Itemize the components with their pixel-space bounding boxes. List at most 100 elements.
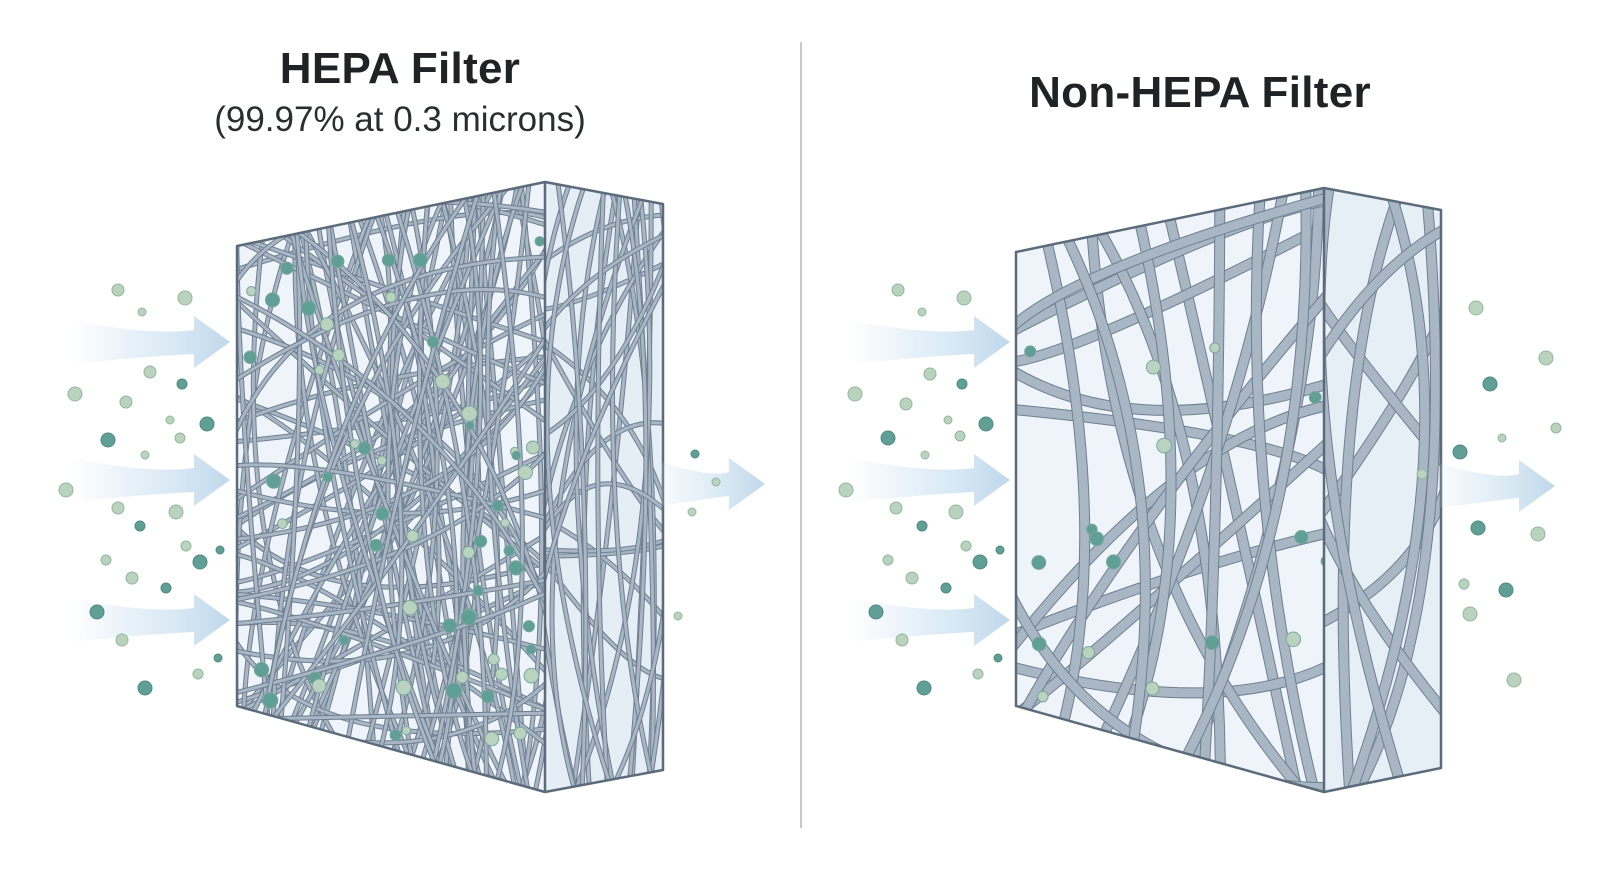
non-hepa-fiber	[1324, 188, 1414, 792]
particle-icon	[1550, 422, 1562, 434]
non-hepa-filter-block	[1014, 186, 1443, 794]
particle-icon	[58, 482, 74, 498]
non-hepa-fiber	[1324, 216, 1441, 389]
particle-icon	[1156, 437, 1172, 454]
hepa-fiber	[545, 225, 663, 361]
airflow-arrow-icon	[850, 594, 1010, 646]
non-hepa-fiber	[1197, 188, 1225, 792]
particle-icon	[487, 653, 500, 666]
particle-icon	[687, 507, 697, 517]
particle-icon	[180, 540, 192, 552]
particle-icon	[1452, 444, 1468, 460]
airflow-arrow-icon	[70, 454, 230, 506]
particle-icon	[1416, 468, 1428, 480]
hepa-fiber-outline	[237, 780, 545, 792]
particle-icon	[1145, 681, 1160, 696]
particle-icon	[177, 290, 193, 306]
particle-icon	[1031, 636, 1047, 652]
particle-icon	[711, 477, 721, 487]
particle-icon	[1145, 359, 1161, 375]
hepa-fiber	[507, 182, 545, 792]
particle-icon	[972, 554, 988, 570]
particle-icon	[67, 386, 83, 402]
particle-icon	[243, 350, 257, 365]
particle-icon	[838, 482, 854, 498]
particle-icon	[381, 253, 396, 267]
particle-icon	[1024, 345, 1037, 358]
particle-icon	[523, 667, 540, 684]
particle-icon	[262, 692, 279, 709]
particle-icon	[916, 520, 928, 532]
particle-icon	[1482, 376, 1498, 392]
particle-icon	[89, 604, 105, 620]
non-hepa-title: Non-HEPA Filter	[1029, 68, 1371, 117]
particle-icon	[213, 653, 223, 663]
particle-icon	[1498, 582, 1514, 598]
particle-icon	[484, 731, 500, 747]
airflow-arrow-icon	[850, 454, 1010, 506]
particle-icon	[1470, 520, 1486, 536]
particle-icon	[923, 367, 937, 381]
particle-icon	[462, 545, 476, 559]
particle-icon	[322, 471, 334, 483]
particle-icon	[1468, 300, 1484, 316]
particle-icon	[115, 633, 129, 647]
particle-icon	[266, 473, 282, 489]
particle-icon	[1294, 530, 1309, 545]
particle-icon	[434, 373, 451, 390]
particle-icon	[1458, 578, 1470, 590]
particle-icon	[494, 667, 509, 681]
particle-icon	[1285, 631, 1302, 648]
particle-icon	[389, 729, 402, 742]
hepa-fiber	[545, 248, 663, 697]
hepa-fiber	[515, 182, 544, 792]
particle-icon	[426, 335, 440, 349]
hepa-title: HEPA Filter	[279, 44, 521, 93]
particle-icon	[916, 680, 932, 696]
hepa-subtitle: (99.97% at 0.3 microns)	[214, 100, 586, 139]
particle-icon	[868, 604, 884, 620]
particle-icon	[465, 421, 475, 431]
particle-icon	[192, 668, 204, 680]
hepa-fiber	[610, 182, 662, 792]
particle-icon	[461, 405, 478, 422]
particle-icon	[847, 386, 863, 402]
particle-icon	[500, 517, 510, 528]
hepa-fiber	[485, 182, 524, 792]
hepa-fiber	[237, 285, 545, 645]
particle-icon	[246, 286, 257, 297]
non-hepa-fiber	[1338, 188, 1414, 792]
particle-icon	[474, 534, 488, 548]
hepa-fiber	[323, 182, 458, 792]
particle-icon	[511, 450, 522, 461]
particle-icon	[889, 501, 903, 515]
particle-icon	[330, 254, 345, 269]
particle-icon	[513, 726, 527, 741]
particle-icon	[1308, 391, 1322, 404]
particle-icon	[442, 618, 458, 634]
particle-icon	[1538, 350, 1554, 366]
hepa-fiber	[333, 182, 490, 792]
hepa-fiber	[598, 182, 663, 792]
particle-icon	[1209, 342, 1221, 354]
non-hepa-fiber	[1016, 188, 1324, 350]
hepa-fiber	[574, 182, 620, 792]
particle-icon	[1106, 554, 1122, 570]
hepa-fiber	[545, 517, 663, 559]
particle-icon	[525, 644, 537, 655]
particle-icon	[412, 252, 428, 268]
particle-icon	[1497, 433, 1507, 443]
particle-icon	[460, 609, 477, 626]
particle-icon	[111, 501, 125, 515]
particle-icon	[314, 364, 325, 376]
particle-icon	[125, 571, 139, 585]
particle-icon	[160, 582, 172, 594]
non-hepa-fiber	[1341, 188, 1440, 792]
particle-icon	[920, 450, 930, 460]
particle-icon	[1036, 690, 1049, 703]
particle-icon	[369, 538, 383, 552]
particle-icon	[137, 680, 153, 696]
particle-icon	[192, 554, 208, 570]
